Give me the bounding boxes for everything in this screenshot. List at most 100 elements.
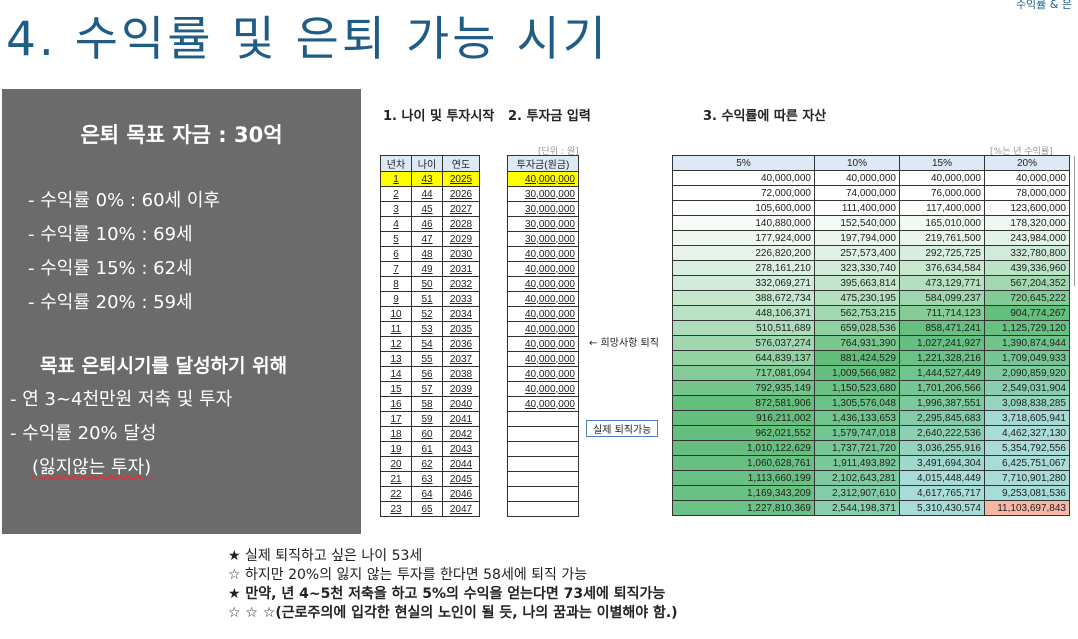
table-row: 17 59 2041 [380,411,480,427]
investment-cell[interactable]: 40,000,000 [507,351,579,367]
returns-cell: 5,354,792,556 [984,440,1070,456]
age-table-cell: 54 [411,336,443,352]
returns-cell: 1,027,241,927 [899,335,985,351]
table-row: 3 45 2027 [380,201,480,217]
investment-cell[interactable]: 40,000,000 [507,396,579,412]
age-table-cell: 49 [411,261,443,277]
returns-header: 15% [899,155,985,171]
age-table: 년차 나이 연도 1 43 2025 2 44 2026 3 45 2027 4 46 2028 5 47 20… [380,155,480,517]
table-row: 30,000,000 [507,186,579,202]
table-row: 40,000,000 [507,246,579,262]
panel-heading: 은퇴 목표 자금 : 30억 [80,123,283,147]
returns-cell: 11,103,697,843 [984,500,1070,516]
age-table-cell: 2 [380,186,412,202]
panel-line: - 수익률 0% : 60세 이후 [28,190,220,211]
investment-cell[interactable]: 30,000,000 [507,231,579,247]
returns-cell: 2,090,859,920 [984,365,1070,381]
table-row: 21 63 2045 [380,471,480,487]
age-table-cell: 11 [380,321,412,337]
returns-cell: 178,320,000 [984,215,1070,231]
age-table-cell: 43 [411,171,443,187]
returns-cell: 2,549,031,904 [984,380,1070,396]
panel-line: - 수익률 20% : 59세 [28,292,193,313]
table-row: 12 54 2036 [380,336,480,352]
investment-cell[interactable] [507,426,579,442]
returns-cell: 872,581,906 [672,395,815,411]
returns-cell: 78,000,000 [984,185,1070,201]
age-table-cell: 64 [411,486,443,502]
age-table-cell: 59 [411,411,443,427]
investment-cell[interactable]: 40,000,000 [507,276,579,292]
age-table-cell: 9 [380,291,412,307]
table-row [507,411,579,427]
returns-cell: 720,645,222 [984,290,1070,306]
age-table-cell: 14 [380,366,412,382]
table-row: 717,081,094 1,009,566,982 1,444,527,449 2,0… [672,365,1070,381]
investment-cell[interactable]: 40,000,000 [507,336,579,352]
investment-cell[interactable]: 40,000,000 [507,366,579,382]
investment-cell[interactable] [507,411,579,427]
table-row: 18 60 2042 [380,426,480,442]
table-row: 30,000,000 [507,216,579,232]
returns-cell: 323,330,740 [814,260,900,276]
section-label-age: 1. 나이 및 투자시작 [383,109,495,124]
age-table-cell: 5 [380,231,412,247]
investment-cell[interactable] [507,501,579,517]
returns-cell: 1,227,810,369 [672,500,815,516]
age-table-cell: 2046 [442,486,480,502]
returns-cell: 584,099,237 [899,290,985,306]
returns-cell: 2,312,907,610 [814,485,900,501]
returns-cell: 40,000,000 [672,170,815,186]
investment-cell[interactable]: 40,000,000 [507,321,579,337]
investment-cell[interactable] [507,456,579,472]
table-row: 14 56 2038 [380,366,480,382]
returns-cell: 1,444,527,449 [899,365,985,381]
investment-cell[interactable]: 40,000,000 [507,291,579,307]
investment-cell[interactable]: 30,000,000 [507,216,579,232]
investment-table: 투자금(원금) 40,000,000 30,000,000 30,000,000 30… [507,155,579,517]
investment-cell[interactable]: 40,000,000 [507,381,579,397]
table-row: 19 61 2043 [380,441,480,457]
header-corner-text: 수익률 & 은 [1015,0,1072,11]
age-table-cell: 19 [380,441,412,457]
table-row: 13 55 2037 [380,351,480,367]
returns-cell: 111,400,000 [814,200,900,216]
investment-cell[interactable]: 30,000,000 [507,186,579,202]
table-row: 1,113,660,199 2,102,643,281 4,015,448,449 7… [672,470,1070,486]
investment-cell[interactable] [507,486,579,502]
investment-cell[interactable]: 40,000,000 [507,261,579,277]
returns-cell: 4,015,448,449 [899,470,985,486]
age-table-cell: 2027 [442,201,480,217]
table-row: 6 48 2030 [380,246,480,262]
age-table-cell: 47 [411,231,443,247]
returns-cell: 1,701,206,566 [899,380,985,396]
table-row [507,486,579,502]
investment-cell[interactable] [507,471,579,487]
age-table-cell: 20 [380,456,412,472]
returns-cell: 4,462,327,130 [984,425,1070,441]
table-row: 40,000,000 [507,351,579,367]
returns-cell: 1,125,729,120 [984,320,1070,336]
investment-cell[interactable] [507,441,579,457]
returns-cell: 3,718,605,941 [984,410,1070,426]
table-row: 1,227,810,369 2,544,198,371 5,310,430,574 1… [672,500,1070,516]
age-table-cell: 63 [411,471,443,487]
page-title: 4. 수익률 및 은퇴 가능 시기 [6,12,609,67]
returns-cell: 243,984,000 [984,230,1070,246]
returns-cell: 5,310,430,574 [899,500,985,516]
age-table-cell: 2036 [442,336,480,352]
table-row: 40,000,000 [507,261,579,277]
investment-cell[interactable]: 30,000,000 [507,201,579,217]
investment-cell[interactable]: 40,000,000 [507,246,579,262]
table-row: 40,000,000 [507,306,579,322]
age-table-cell: 23 [380,501,412,517]
investment-cell[interactable]: 40,000,000 [507,306,579,322]
returns-cell: 197,794,000 [814,230,900,246]
investment-cell[interactable]: 40,000,000 [507,171,579,187]
returns-cell: 576,037,274 [672,335,815,351]
note-item: ☆ 하지만 20%의 잃지 않는 투자를 한다면 58세에 퇴직 가능 [228,567,588,583]
table-row: 448,106,371 562,753,215 711,714,123 904,774… [672,305,1070,321]
age-table-cell: 4 [380,216,412,232]
returns-cell: 473,129,771 [899,275,985,291]
age-table-cell: 2037 [442,351,480,367]
